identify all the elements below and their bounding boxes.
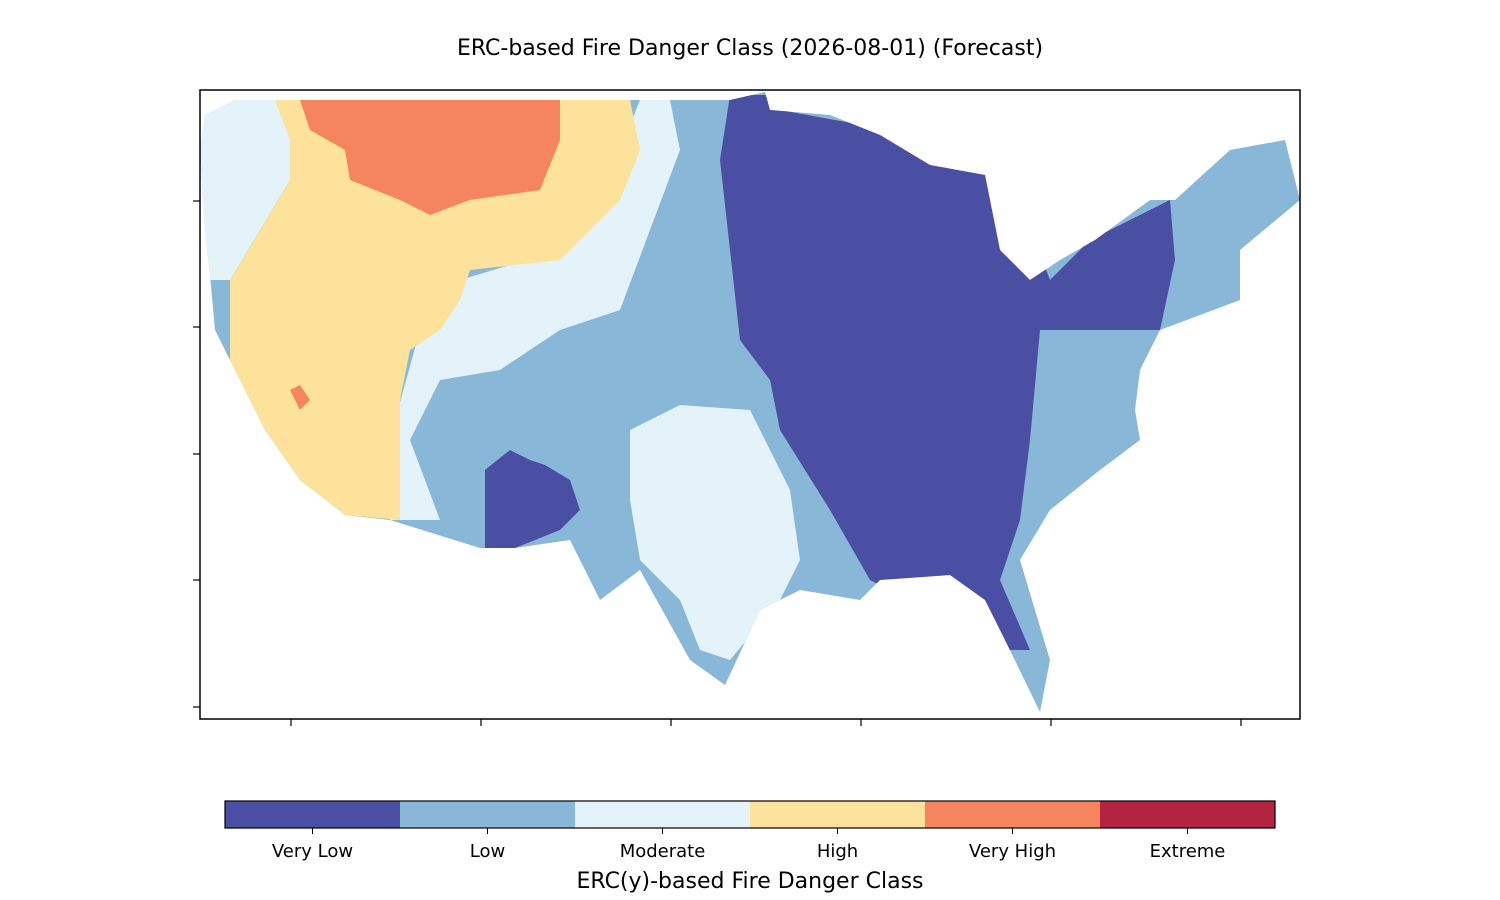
region-very-high <box>290 385 310 410</box>
region-high <box>230 100 640 520</box>
colorbar-frame <box>224 800 1276 829</box>
axis-ticks <box>193 200 1242 726</box>
colorbar-swatch <box>575 801 750 828</box>
map-frame <box>199 89 1301 720</box>
colorbar-label: Very Low <box>272 841 353 862</box>
colorbar-swatch <box>225 801 400 828</box>
colorbar-swatch <box>925 801 1100 828</box>
colorbar-swatch <box>1100 801 1275 828</box>
region-moderate <box>630 405 800 660</box>
region-very-low <box>485 450 580 548</box>
colorbar-label: Moderate <box>620 841 706 862</box>
chart-title: ERC-based Fire Danger Class (2026-08-01)… <box>457 36 1043 61</box>
map-regions <box>200 92 1300 712</box>
colorbar-label: Extreme <box>1150 841 1226 862</box>
colorbar: Very Low Low Moderate High Very High Extreme <box>224 800 1276 862</box>
region-very-high <box>300 100 560 215</box>
colorbar-swatch <box>750 801 925 828</box>
colorbar-label: High <box>817 841 858 862</box>
colorbar-label: Low <box>470 841 505 862</box>
colorbar-title: ERC(y)-based Fire Danger Class <box>576 869 923 894</box>
region-very-low <box>720 95 1175 650</box>
region-moderate <box>200 100 290 280</box>
colorbar-label: Very High <box>969 841 1056 862</box>
colorbar-swatch <box>400 801 575 828</box>
